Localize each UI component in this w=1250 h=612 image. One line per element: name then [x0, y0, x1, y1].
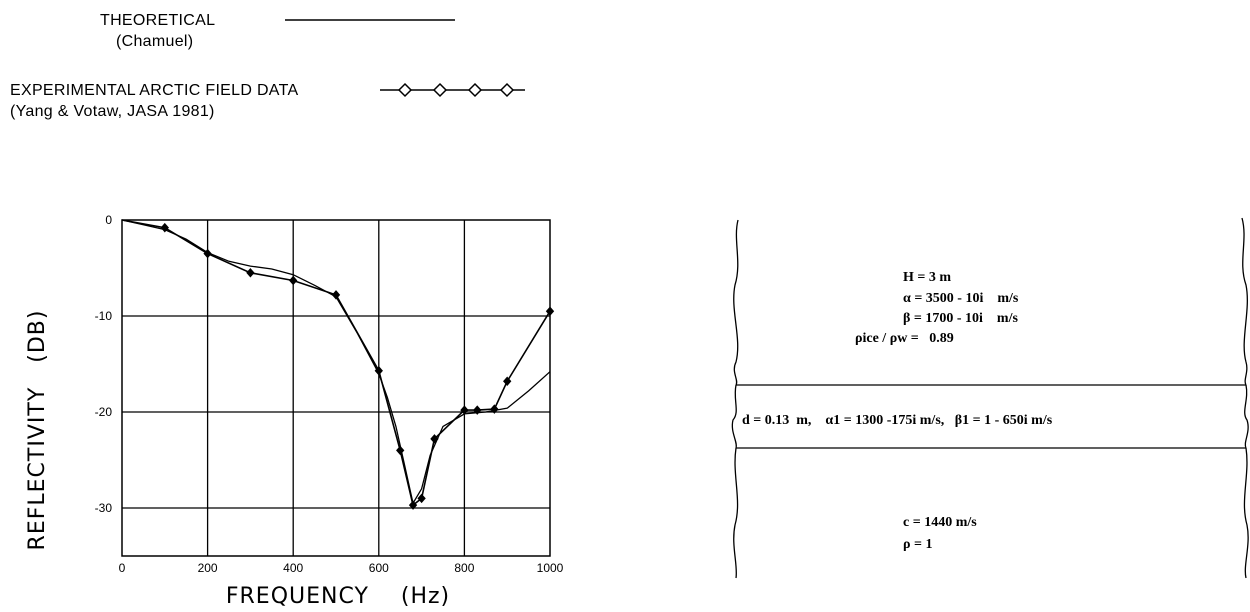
- thin-layer-left-boundary: [731, 384, 737, 449]
- x-axis-title: FREQUENCY (Hz): [226, 584, 450, 609]
- y-tick-label: -20: [95, 405, 113, 419]
- ice-right-boundary: [1241, 217, 1248, 386]
- x-tick-label: 600: [369, 561, 389, 575]
- plot-frame: [121, 219, 551, 557]
- experimental-data-point: [203, 248, 212, 259]
- experimental-data-point: [417, 493, 426, 504]
- ice-beta-label: β = 1700 - 10i m/s: [903, 311, 1018, 326]
- experimental-data-point: [246, 268, 255, 278]
- legend-experimental: EXPERIMENTAL ARCTIC FIELD DATA (Yang & V…: [10, 80, 298, 122]
- thin-layer-right-boundary: [1244, 384, 1249, 449]
- experimental-data-point: [460, 405, 469, 415]
- y-tick-labels: 0 -10 -20 -30: [95, 213, 113, 515]
- experimental-data-point: [160, 222, 169, 233]
- legend-experimental-swatch: [380, 82, 525, 98]
- theoretical-series-line: [121, 219, 551, 505]
- water-speed-label: c = 1440 m/s: [903, 515, 977, 530]
- water-density-label: ρ = 1: [903, 537, 932, 552]
- series-layer: [121, 219, 555, 510]
- experimental-data-point: [408, 500, 418, 510]
- legend-experimental-source: (Yang & Votaw, JASA 1981): [10, 103, 215, 120]
- legend-theoretical-source: (Chamuel): [116, 33, 194, 50]
- legend-theoretical: THEORETICAL (Chamuel): [100, 10, 215, 52]
- experimental-data-point: [490, 404, 499, 414]
- experimental-data-point: [331, 290, 341, 300]
- experimental-data-point: [289, 275, 298, 286]
- thin-layer-params-label: d = 0.13 m, α1 = 1300 -175i m/s, β1 = 1 …: [742, 413, 1053, 428]
- ice-alpha-label: α = 3500 - 10i m/s: [903, 291, 1019, 306]
- legend-theoretical-label: THEORETICAL: [100, 12, 216, 29]
- experimental-data-point: [374, 365, 383, 376]
- ice-left-boundary: [733, 219, 739, 386]
- experimental-data-point: [545, 306, 555, 316]
- experimental-data-point: [396, 445, 405, 456]
- water-left-boundary: [733, 447, 739, 579]
- y-tick-label: -30: [95, 501, 113, 515]
- x-tick-label: 1000: [537, 561, 564, 575]
- legend-diamond-marker: [467, 82, 483, 98]
- y-axis-title: REFLECTIVITY (DB): [25, 310, 50, 551]
- experimental-data-point: [430, 434, 439, 444]
- legend-experimental-label: EXPERIMENTAL ARCTIC FIELD DATA: [10, 82, 299, 99]
- legend-diamond-marker: [432, 82, 448, 98]
- plot-area: 0 200 400 600 800 1000 0 -10 -20 -30: [95, 213, 564, 575]
- experimental-data-point: [473, 405, 482, 415]
- y-tick-label: -10: [95, 309, 113, 323]
- ice-density-ratio-label: ρice / ρw = 0.89: [855, 331, 954, 346]
- layer-model-diagram: H = 3 m α = 3500 - 10i m/s β = 1700 - 10…: [731, 217, 1249, 579]
- water-right-boundary: [1243, 447, 1249, 579]
- legend-diamond-marker: [397, 82, 413, 98]
- experimental-data-point: [503, 376, 512, 387]
- x-tick-label: 400: [283, 561, 303, 575]
- x-tick-label: 800: [454, 561, 474, 575]
- x-tick-label: 0: [119, 561, 126, 575]
- ice-thickness-label: H = 3 m: [903, 270, 951, 285]
- legend-diamond-marker: [499, 82, 515, 98]
- x-tick-labels: 0 200 400 600 800 1000: [119, 561, 564, 575]
- experimental-series-line: [121, 219, 551, 507]
- grid: [122, 220, 550, 556]
- x-tick-label: 200: [198, 561, 218, 575]
- y-tick-label: 0: [105, 213, 112, 227]
